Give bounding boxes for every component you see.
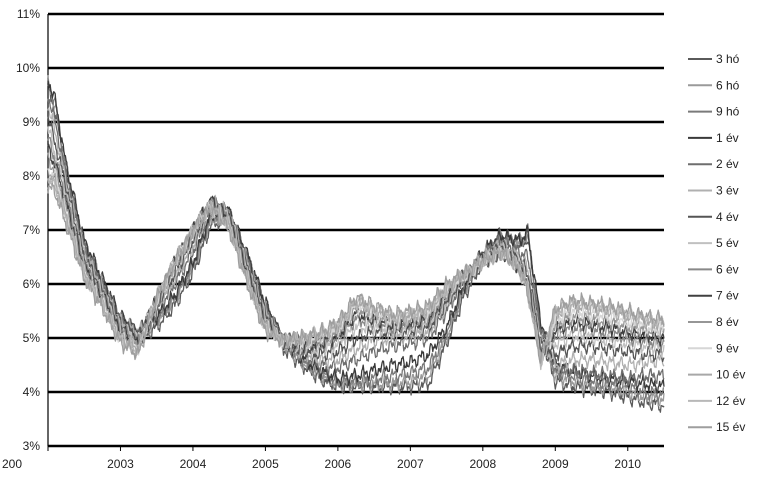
series-line-6-ho [47, 75, 665, 407]
legend-label-2-ev: 2 év [716, 157, 739, 171]
legend-label-1-ev: 1 év [716, 131, 739, 145]
legend-label-6-ev: 6 év [716, 262, 739, 276]
x-tick-label-2004: 2004 [180, 457, 207, 471]
x-tick-label-2010: 2010 [614, 457, 641, 471]
y-tick-label-11: 11% [17, 7, 40, 21]
legend-label-9-ev: 9 év [716, 341, 739, 355]
legend-label-3-ho: 3 hó [716, 52, 740, 66]
y-tick-label-7: 7% [23, 223, 41, 237]
y-tick-label-10: 10% [16, 61, 40, 75]
y-tick-label-9: 9% [23, 115, 41, 129]
legend-label-6-ho: 6 hó [716, 78, 740, 92]
y-tick-label-5: 5% [23, 331, 41, 345]
legend-label-5-ev: 5 év [716, 236, 739, 250]
y-tick-label-4: 4% [23, 385, 41, 399]
series-line-15-ev [47, 182, 665, 364]
x-tick-label-2008: 2008 [469, 457, 496, 471]
legend-label-4-ev: 4 év [716, 210, 739, 224]
y-tick-label-3: 3% [23, 439, 41, 453]
x-tick-label-2007: 2007 [397, 457, 424, 471]
x-tick-label-2009: 2009 [542, 457, 569, 471]
legend-label-10-ev: 10 év [716, 368, 745, 382]
legend: 3 hó 6 hó 9 hó 1 év 2 év 3 év 4 év 5 év 6 év 7 év… [688, 52, 745, 434]
y-tick-label-6: 6% [23, 277, 41, 291]
x-tick-label-200: 200 [2, 457, 22, 471]
legend-label-12-ev: 12 év [716, 394, 745, 408]
y-tick-labels: 3% 4% 5% 6% 7% 8% 9% 10% 11% [16, 7, 40, 453]
legend-label-3-ev: 3 év [716, 184, 739, 198]
x-tick-labels: 200 2003 2004 2005 2006 2007 2008 2009 2010 [2, 446, 641, 471]
x-tick-label-2003: 2003 [107, 457, 134, 471]
x-tick-label-2006: 2006 [325, 457, 352, 471]
legend-label-8-ev: 8 év [716, 315, 739, 329]
legend-label-9-ho: 9 hó [716, 105, 740, 119]
legend-label-15-ev: 15 év [716, 420, 745, 434]
x-tick-label-2005: 2005 [252, 457, 279, 471]
legend-label-7-ev: 7 év [716, 289, 739, 303]
series-lines [47, 75, 665, 413]
y-tick-label-8: 8% [23, 169, 41, 183]
